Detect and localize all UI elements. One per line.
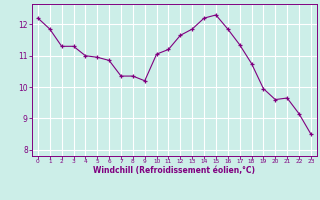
X-axis label: Windchill (Refroidissement éolien,°C): Windchill (Refroidissement éolien,°C) <box>93 166 255 175</box>
